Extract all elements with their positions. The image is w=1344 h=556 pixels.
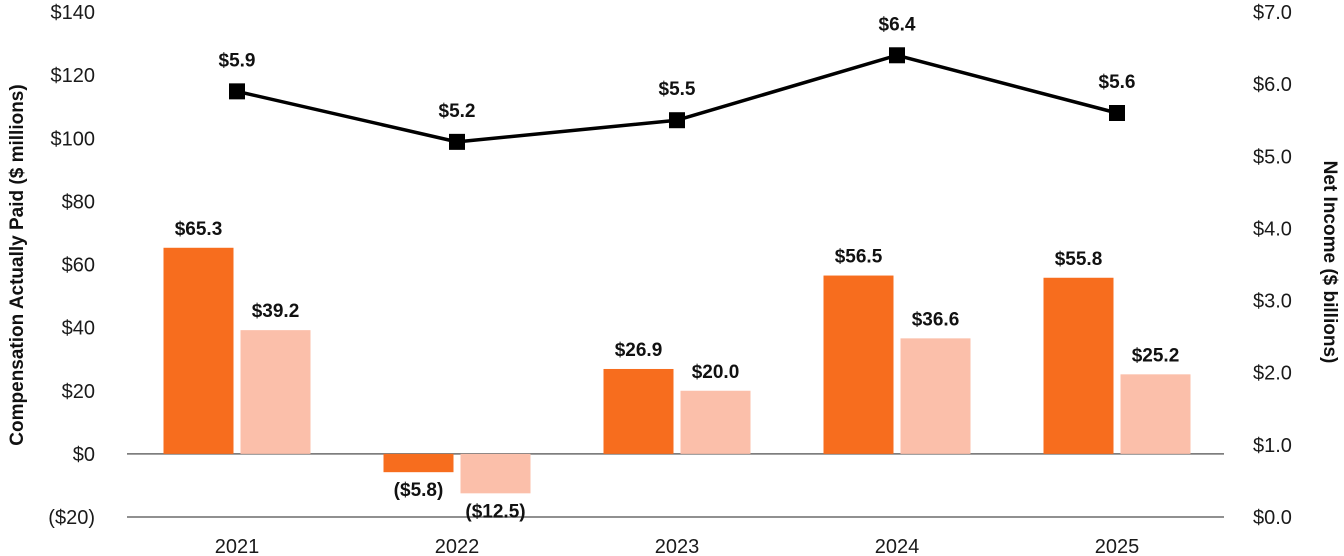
net-income-marker <box>669 112 685 129</box>
line-data-label: $5.5 <box>659 79 696 100</box>
left-axis-tick-label: $80 <box>62 191 95 213</box>
x-axis-category-label: 2024 <box>875 536 920 556</box>
left-axis-tick-label: $140 <box>51 2 96 24</box>
bar-data-label: $65.3 <box>175 219 223 240</box>
bar-data-label: $56.5 <box>835 247 883 268</box>
bar-secondary <box>460 453 531 494</box>
bar-primary <box>823 275 894 454</box>
line-data-label: $5.9 <box>219 50 256 71</box>
axes-layer: $140 $120 $100 $80 $60 $40 $20 $0 ($20) $7.0 $6.0 $… <box>48 2 1292 556</box>
net-income-marker <box>229 83 245 100</box>
right-axis-tick-label: $1.0 <box>1253 435 1292 457</box>
right-axis-tick-label: $7.0 <box>1253 2 1292 24</box>
bar-data-label: ($12.5) <box>465 501 525 522</box>
bar-primary <box>163 247 234 454</box>
bar-primary <box>603 368 674 454</box>
net-income-marker <box>1109 105 1125 121</box>
line-data-label: $5.2 <box>439 101 476 122</box>
bar-primary <box>383 453 454 473</box>
bar-primary <box>1043 277 1114 454</box>
x-axis-category-label: 2023 <box>655 536 700 556</box>
bar-secondary <box>680 390 751 454</box>
x-axis-category-label: 2022 <box>435 536 480 556</box>
right-axis-tick-label: $6.0 <box>1253 74 1292 96</box>
line-data-label: $6.4 <box>879 14 916 35</box>
right-axis-tick-label: $3.0 <box>1253 291 1292 313</box>
bar-data-label: $55.8 <box>1055 249 1103 270</box>
line-layer <box>229 47 1125 150</box>
left-axis-tick-label: $120 <box>51 65 96 87</box>
net-income-marker <box>449 133 465 150</box>
left-axis-title: Compensation Actually Paid ($ millions) <box>7 84 28 445</box>
left-axis-tick-label: $0 <box>73 444 95 466</box>
right-axis-tick-label: $2.0 <box>1253 363 1292 385</box>
labels-layer: $65.3 ($5.8) $26.9 $56.5 $55.8 $39.2 ($12.5) $2… <box>175 14 1180 522</box>
right-axis-tick-label: $0.0 <box>1253 507 1292 529</box>
x-axis-category-label: 2025 <box>1095 536 1140 556</box>
bar-data-label: $20.0 <box>692 362 740 383</box>
left-axis-tick-label: ($20) <box>48 507 95 529</box>
left-axis-tick-label: $20 <box>62 381 95 403</box>
bar-secondary <box>900 338 971 454</box>
left-axis-tick-label: $100 <box>51 128 96 150</box>
x-axis-category-label: 2021 <box>215 536 260 556</box>
bar-data-label: ($5.8) <box>394 480 444 501</box>
right-axis-tick-label: $4.0 <box>1253 218 1292 240</box>
right-axis-tick-label: $5.0 <box>1253 146 1292 168</box>
bar-secondary <box>240 330 311 454</box>
right-axis-title: Net Income ($ billions) <box>1319 161 1340 364</box>
bar-secondary <box>1120 374 1191 454</box>
left-axis-tick-label: $40 <box>62 318 95 340</box>
bar-data-label: $26.9 <box>615 340 663 361</box>
line-data-label: $5.6 <box>1099 72 1136 93</box>
bar-data-label: $39.2 <box>252 301 300 322</box>
bar-data-label: $25.2 <box>1132 345 1180 366</box>
bar-data-label: $36.6 <box>912 309 960 330</box>
bars-layer <box>163 247 1191 494</box>
net-income-marker <box>889 47 905 64</box>
left-axis-tick-label: $60 <box>62 255 95 277</box>
